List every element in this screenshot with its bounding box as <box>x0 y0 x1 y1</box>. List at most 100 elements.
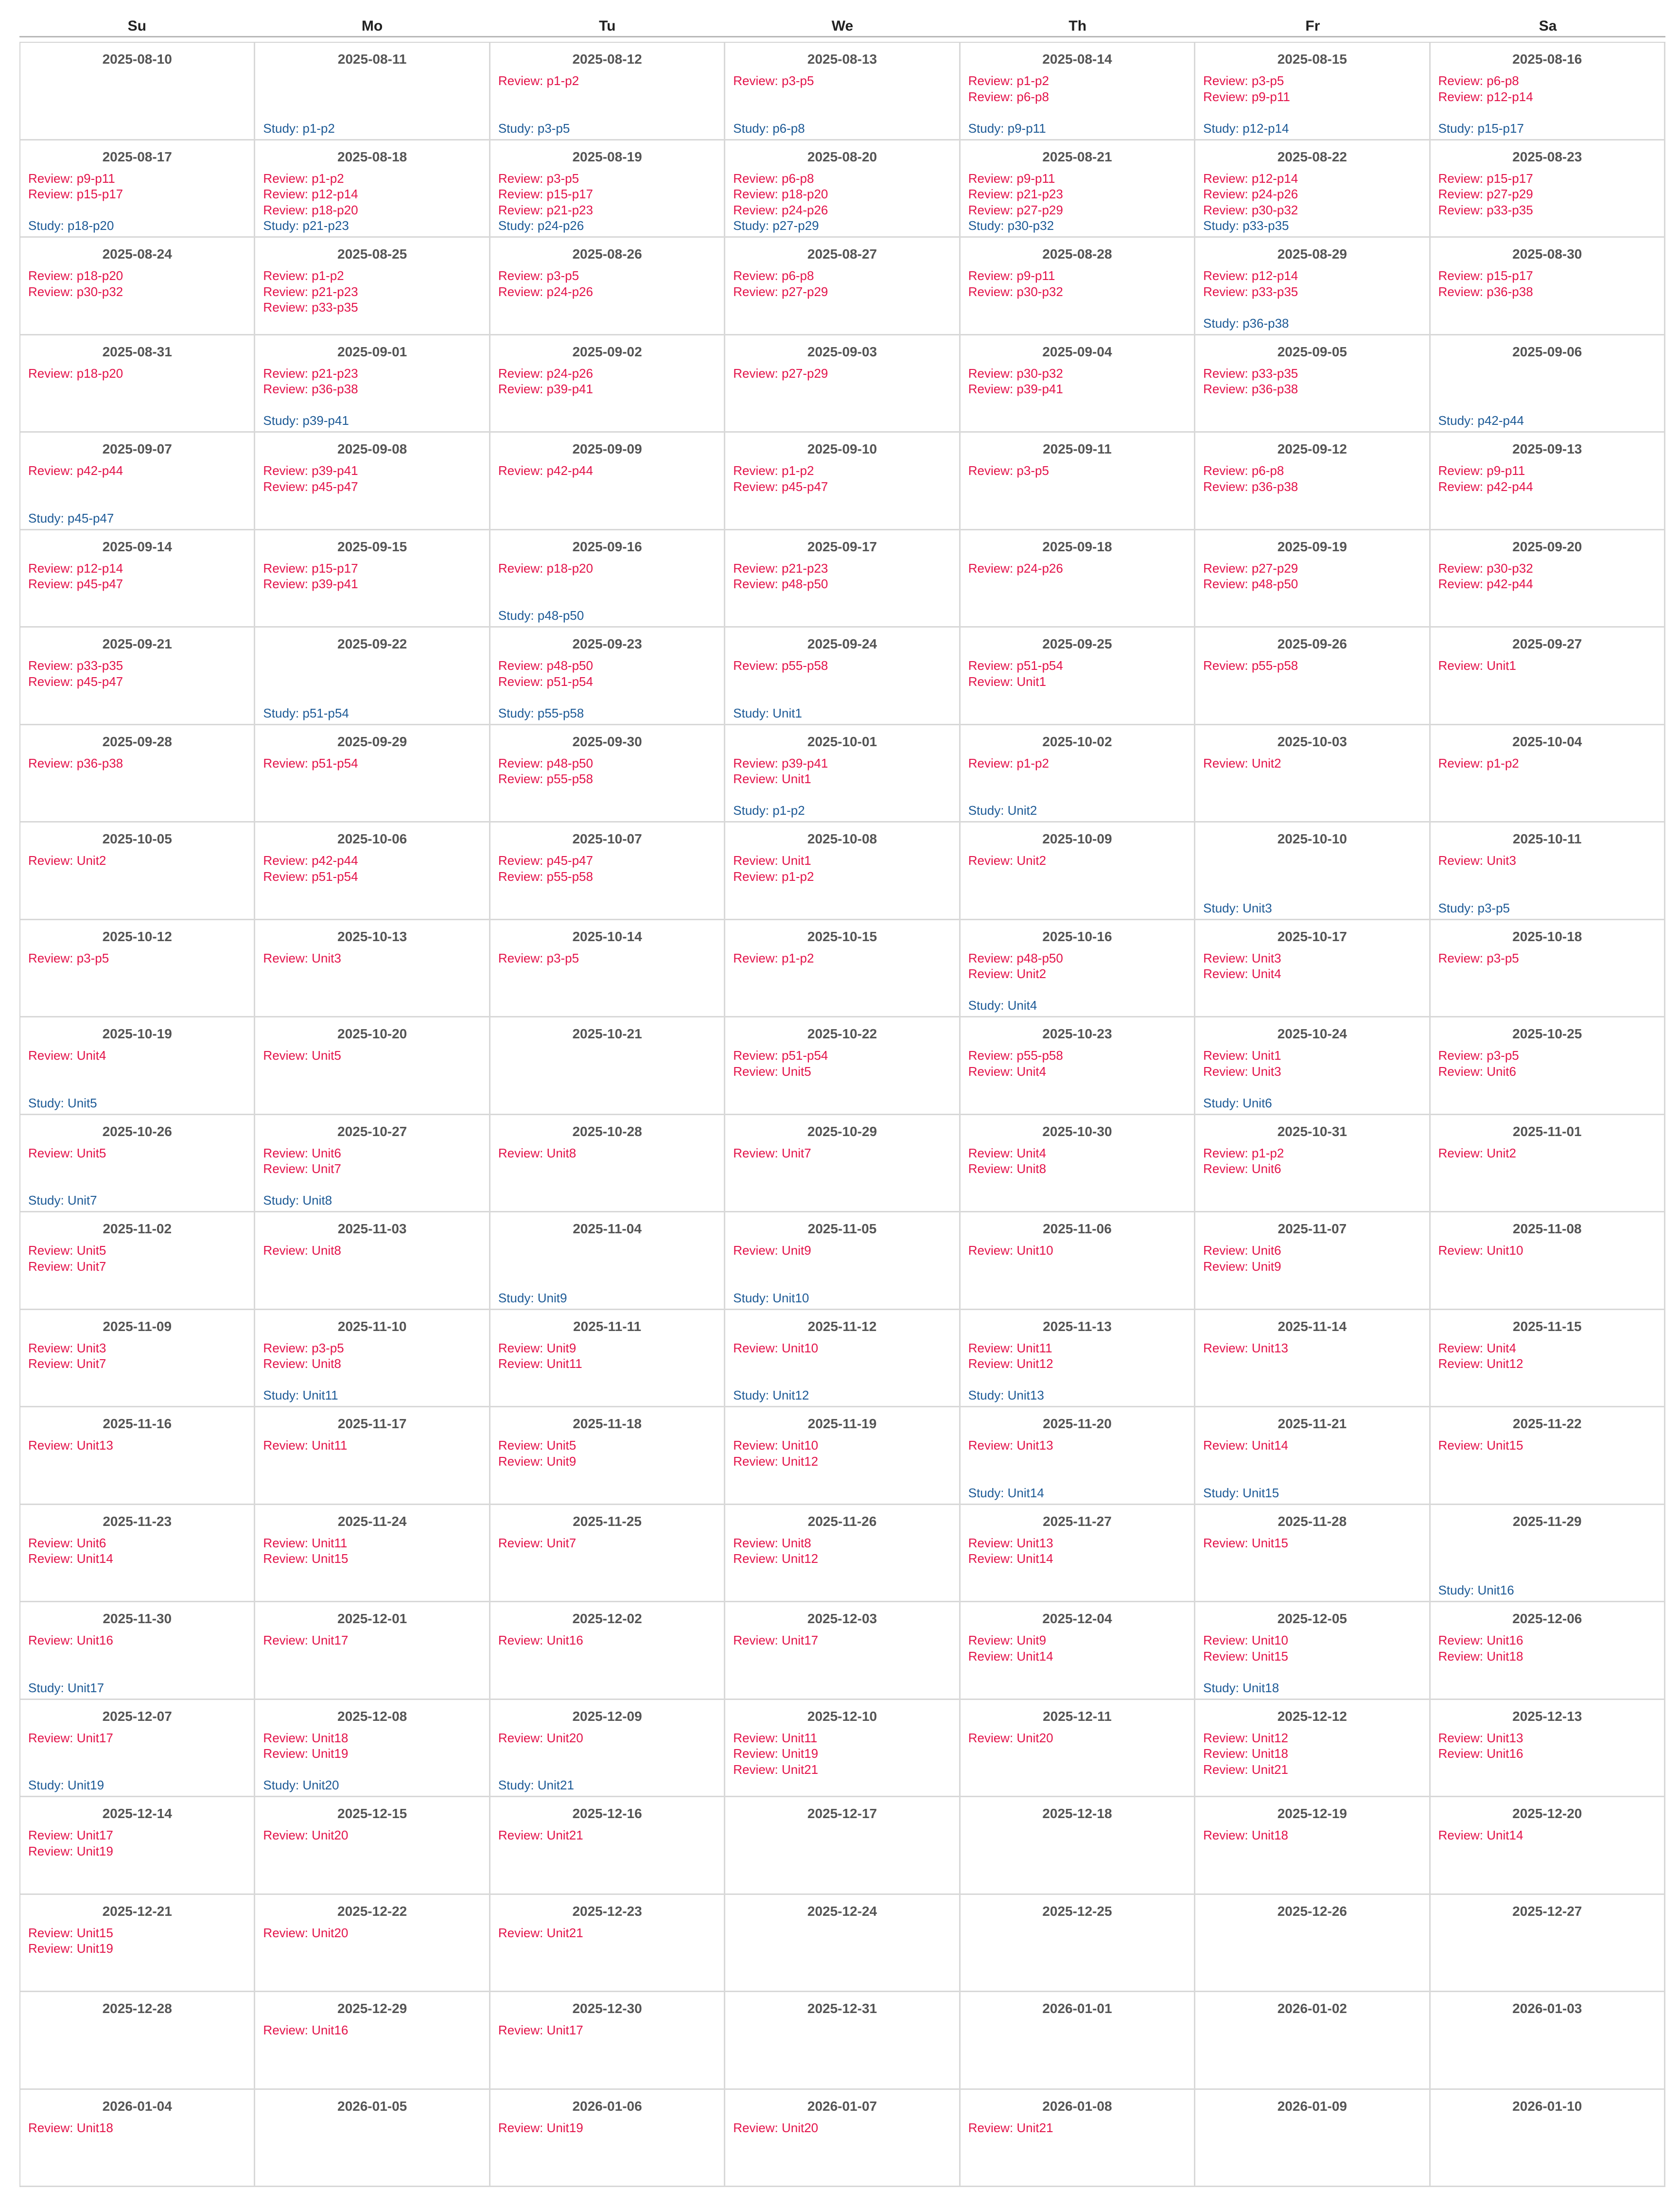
day-cell[interactable]: 2026-01-06 Review: Unit19 <box>490 2089 726 2187</box>
day-cell[interactable]: 2025-10-25 Review: p3-p5 Review: Unit6 <box>1430 1017 1665 1115</box>
day-cell[interactable]: 2025-08-26 Review: p3-p5 Review: p24-p26 <box>490 238 726 335</box>
day-cell[interactable]: 2025-12-05 Review: Unit10 Review: Unit15 St… <box>1195 1602 1431 1700</box>
day-cell[interactable]: 2025-09-14 Review: p12-p14 Review: p45-p47 <box>20 530 256 628</box>
day-cell[interactable]: 2025-10-01 Review: p39-p41 Review: Unit1 St… <box>725 725 961 823</box>
day-cell[interactable]: 2025-09-28 Review: p36-p38 <box>20 725 256 823</box>
day-cell[interactable]: 2026-01-07 Review: Unit20 <box>725 2089 961 2187</box>
day-cell[interactable]: 2026-01-03 <box>1430 1992 1665 2090</box>
day-cell[interactable]: 2025-11-01 Review: Unit2 <box>1430 1115 1665 1212</box>
day-cell[interactable]: 2025-11-23 Review: Unit6 Review: Unit14 <box>20 1505 256 1602</box>
day-cell[interactable]: 2025-11-30 Review: Unit16 Study: Unit17 <box>20 1602 256 1700</box>
day-cell[interactable]: 2025-10-20 Review: Unit5 <box>255 1017 490 1115</box>
day-cell[interactable]: 2025-08-28 Review: p9-p11 Review: p30-p32 <box>960 238 1196 335</box>
day-cell[interactable]: 2025-09-30 Review: p48-p50 Review: p55-p58 <box>490 725 726 823</box>
day-cell[interactable]: 2025-11-05 Review: Unit9 Study: Unit10 <box>725 1212 961 1310</box>
day-cell[interactable]: 2025-10-14 Review: p3-p5 <box>490 920 726 1017</box>
day-cell[interactable]: 2025-11-27 Review: Unit13 Review: Unit14 <box>960 1505 1196 1602</box>
day-cell[interactable]: 2025-10-17 Review: Unit3 Review: Unit4 <box>1195 920 1431 1017</box>
day-cell[interactable]: 2025-09-26 Review: p55-p58 <box>1195 628 1431 725</box>
day-cell[interactable]: 2025-12-27 <box>1430 1894 1665 1992</box>
day-cell[interactable]: 2025-10-23 Review: p55-p58 Review: Unit4 <box>960 1017 1196 1115</box>
day-cell[interactable]: 2025-10-22 Review: p51-p54 Review: Unit5 <box>725 1017 961 1115</box>
day-cell[interactable]: 2025-09-06 Study: p42-p44 <box>1430 335 1665 433</box>
day-cell[interactable]: 2025-08-11 Study: p1-p2 <box>255 43 490 140</box>
day-cell[interactable]: 2025-12-25 <box>960 1894 1196 1992</box>
day-cell[interactable]: 2025-08-21 Review: p9-p11 Review: p21-p23 R… <box>960 140 1196 238</box>
day-cell[interactable]: 2025-09-09 Review: p42-p44 <box>490 433 726 530</box>
day-cell[interactable]: 2025-09-11 Review: p3-p5 <box>960 433 1196 530</box>
day-cell[interactable]: 2025-08-18 Review: p1-p2 Review: p12-p14 Re… <box>255 140 490 238</box>
day-cell[interactable]: 2025-10-07 Review: p45-p47 Review: p55-p58 <box>490 823 726 920</box>
day-cell[interactable]: 2025-08-19 Review: p3-p5 Review: p15-p17 Re… <box>490 140 726 238</box>
day-cell[interactable]: 2026-01-02 <box>1195 1992 1431 2090</box>
day-cell[interactable]: 2025-10-16 Review: p48-p50 Review: Unit2 St… <box>960 920 1196 1017</box>
day-cell[interactable]: 2025-11-12 Review: Unit10 Study: Unit12 <box>725 1310 961 1407</box>
day-cell[interactable]: 2025-10-30 Review: Unit4 Review: Unit8 <box>960 1115 1196 1212</box>
day-cell[interactable]: 2025-09-25 Review: p51-p54 Review: Unit1 <box>960 628 1196 725</box>
day-cell[interactable]: 2025-11-22 Review: Unit15 <box>1430 1407 1665 1505</box>
day-cell[interactable]: 2025-12-29 Review: Unit16 <box>255 1992 490 2090</box>
day-cell[interactable]: 2025-09-05 Review: p33-p35 Review: p36-p38 <box>1195 335 1431 433</box>
day-cell[interactable]: 2025-11-13 Review: Unit11 Review: Unit12 St… <box>960 1310 1196 1407</box>
day-cell[interactable]: 2025-08-20 Review: p6-p8 Review: p18-p20 Re… <box>725 140 961 238</box>
day-cell[interactable]: 2025-08-10 <box>20 43 256 140</box>
day-cell[interactable]: 2025-08-22 Review: p12-p14 Review: p24-p26… <box>1195 140 1431 238</box>
day-cell[interactable]: 2025-11-03 Review: Unit8 <box>255 1212 490 1310</box>
day-cell[interactable]: 2026-01-10 <box>1430 2089 1665 2187</box>
day-cell[interactable]: 2025-12-26 <box>1195 1894 1431 1992</box>
day-cell[interactable]: 2025-08-16 Review: p6-p8 Review: p12-p14 St… <box>1430 43 1665 140</box>
day-cell[interactable]: 2025-10-10 Study: Unit3 <box>1195 823 1431 920</box>
day-cell[interactable]: 2025-12-17 <box>725 1797 961 1895</box>
day-cell[interactable]: 2026-01-01 <box>960 1992 1196 2090</box>
day-cell[interactable]: 2025-10-02 Review: p1-p2 Study: Unit2 <box>960 725 1196 823</box>
day-cell[interactable]: 2025-08-25 Review: p1-p2 Review: p21-p23 Re… <box>255 238 490 335</box>
day-cell[interactable]: 2025-12-14 Review: Unit17 Review: Unit19 <box>20 1797 256 1895</box>
day-cell[interactable]: 2025-12-30 Review: Unit17 <box>490 1992 726 2090</box>
day-cell[interactable]: 2025-10-21 <box>490 1017 726 1115</box>
day-cell[interactable]: 2025-10-06 Review: p42-p44 Review: p51-p54 <box>255 823 490 920</box>
day-cell[interactable]: 2025-11-26 Review: Unit8 Review: Unit12 <box>725 1505 961 1602</box>
day-cell[interactable]: 2025-09-07 Review: p42-p44 Study: p45-p47 <box>20 433 256 530</box>
day-cell[interactable]: 2025-09-19 Review: p27-p29 Review: p48-p50 <box>1195 530 1431 628</box>
day-cell[interactable]: 2025-10-08 Review: Unit1 Review: p1-p2 <box>725 823 961 920</box>
day-cell[interactable]: 2025-09-15 Review: p15-p17 Review: p39-p41 <box>255 530 490 628</box>
day-cell[interactable]: 2025-11-28 Review: Unit15 <box>1195 1505 1431 1602</box>
day-cell[interactable]: 2025-12-16 Review: Unit21 <box>490 1797 726 1895</box>
day-cell[interactable]: 2025-11-25 Review: Unit7 <box>490 1505 726 1602</box>
day-cell[interactable]: 2025-08-29 Review: p12-p14 Review: p33-p35… <box>1195 238 1431 335</box>
day-cell[interactable]: 2025-08-13 Review: p3-p5 Study: p6-p8 <box>725 43 961 140</box>
day-cell[interactable]: 2025-12-23 Review: Unit21 <box>490 1894 726 1992</box>
day-cell[interactable]: 2025-10-18 Review: p3-p5 <box>1430 920 1665 1017</box>
day-cell[interactable]: 2025-12-13 Review: Unit13 Review: Unit16 <box>1430 1699 1665 1797</box>
day-cell[interactable]: 2025-11-06 Review: Unit10 <box>960 1212 1196 1310</box>
day-cell[interactable]: 2025-11-17 Review: Unit11 <box>255 1407 490 1505</box>
day-cell[interactable]: 2025-11-18 Review: Unit5 Review: Unit9 <box>490 1407 726 1505</box>
day-cell[interactable]: 2026-01-05 <box>255 2089 490 2187</box>
day-cell[interactable]: 2025-09-08 Review: p39-p41 Review: p45-p47 <box>255 433 490 530</box>
day-cell[interactable]: 2025-09-16 Review: p18-p20 Study: p48-p50 <box>490 530 726 628</box>
day-cell[interactable]: 2025-10-28 Review: Unit8 <box>490 1115 726 1212</box>
day-cell[interactable]: 2025-10-31 Review: p1-p2 Review: Unit6 <box>1195 1115 1431 1212</box>
day-cell[interactable]: 2025-12-20 Review: Unit14 <box>1430 1797 1665 1895</box>
day-cell[interactable]: 2025-08-24 Review: p18-p20 Review: p30-p32 <box>20 238 256 335</box>
day-cell[interactable]: 2025-10-26 Review: Unit5 Study: Unit7 <box>20 1115 256 1212</box>
day-cell[interactable]: 2025-10-04 Review: p1-p2 <box>1430 725 1665 823</box>
day-cell[interactable]: 2025-12-31 <box>725 1992 961 2090</box>
day-cell[interactable]: 2025-10-13 Review: Unit3 <box>255 920 490 1017</box>
day-cell[interactable]: 2025-11-04 Study: Unit9 <box>490 1212 726 1310</box>
day-cell[interactable]: 2025-10-15 Review: p1-p2 <box>725 920 961 1017</box>
day-cell[interactable]: 2025-12-09 Review: Unit20 Study: Unit21 <box>490 1699 726 1797</box>
day-cell[interactable]: 2025-10-24 Review: Unit1 Review: Unit3 Stud… <box>1195 1017 1431 1115</box>
day-cell[interactable]: 2025-11-02 Review: Unit5 Review: Unit7 <box>20 1212 256 1310</box>
day-cell[interactable]: 2025-10-29 Review: Unit7 <box>725 1115 961 1212</box>
day-cell[interactable]: 2026-01-04 Review: Unit18 <box>20 2089 256 2187</box>
day-cell[interactable]: 2025-09-01 Review: p21-p23 Review: p36-p38… <box>255 335 490 433</box>
day-cell[interactable]: 2025-08-17 Review: p9-p11 Review: p15-p17 S… <box>20 140 256 238</box>
day-cell[interactable]: 2025-11-14 Review: Unit13 <box>1195 1310 1431 1407</box>
day-cell[interactable]: 2025-12-15 Review: Unit20 <box>255 1797 490 1895</box>
day-cell[interactable]: 2025-09-12 Review: p6-p8 Review: p36-p38 <box>1195 433 1431 530</box>
day-cell[interactable]: 2025-12-19 Review: Unit18 <box>1195 1797 1431 1895</box>
day-cell[interactable]: 2025-09-27 Review: Unit1 <box>1430 628 1665 725</box>
day-cell[interactable]: 2025-10-19 Review: Unit4 Study: Unit5 <box>20 1017 256 1115</box>
day-cell[interactable]: 2025-12-21 Review: Unit15 Review: Unit19 <box>20 1894 256 1992</box>
